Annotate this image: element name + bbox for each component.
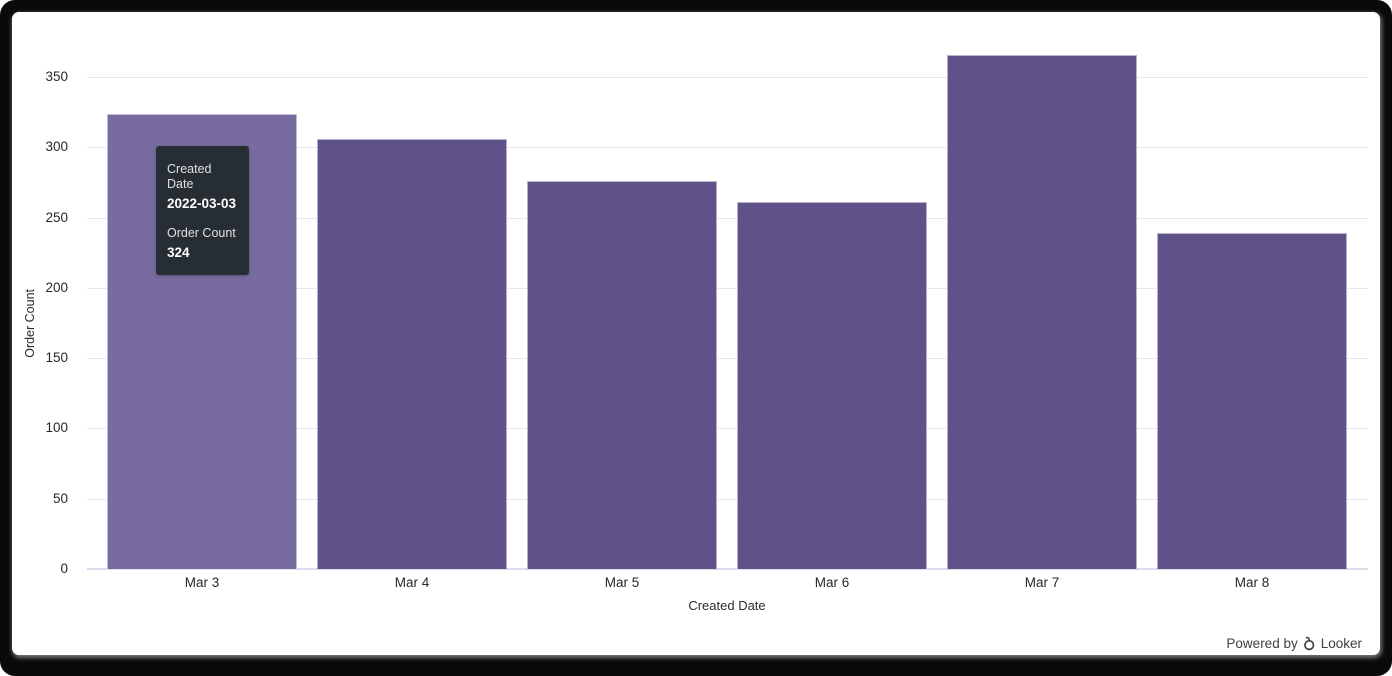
tooltip: Created Date 2022-03-03 Order Count 324 bbox=[156, 146, 249, 275]
powered-by-text: Powered by bbox=[1226, 635, 1298, 651]
x-tick-label-mar-3: Mar 3 bbox=[184, 575, 220, 590]
chart-panel: Order Count 0 50 100 150 200 250 300 350 Mar 3 Ma… bbox=[12, 12, 1380, 655]
gridline-100 bbox=[87, 428, 1368, 430]
looker-brand-text: Looker bbox=[1320, 635, 1362, 651]
gridline-200 bbox=[87, 287, 1368, 289]
tooltip-measure-value: 324 bbox=[167, 245, 190, 260]
y-tick-label-250: 250 bbox=[45, 209, 68, 225]
y-tick-label-0: 0 bbox=[60, 561, 68, 576]
gridline-250 bbox=[87, 217, 1368, 219]
x-tick-label-mar-4: Mar 4 bbox=[394, 575, 430, 590]
bar-mar-6[interactable] bbox=[737, 202, 927, 569]
gridline-50 bbox=[87, 498, 1368, 500]
bar-mar-4[interactable] bbox=[317, 138, 507, 569]
tooltip-dimension-value: 2022-03-03 bbox=[167, 196, 237, 211]
axis-label-layer: 0 50 100 150 200 250 300 350 Mar 3 Mar 4 Mar 5 Mar … bbox=[12, 12, 1380, 655]
x-tick-label-mar-8: Mar 8 bbox=[1234, 575, 1270, 590]
x-tick-label-mar-5: Mar 5 bbox=[604, 575, 640, 590]
bar-mar-8[interactable] bbox=[1157, 233, 1347, 569]
gridline-0 bbox=[87, 568, 1368, 570]
bar-mar-7[interactable] bbox=[947, 54, 1137, 569]
powered-by-looker[interactable]: Powered by Looker bbox=[1226, 634, 1362, 652]
tooltip-measure-label: Order Count bbox=[167, 226, 236, 240]
bar-mar-5[interactable] bbox=[527, 181, 717, 569]
y-tick-label-200: 200 bbox=[45, 279, 68, 295]
y-tick-label-300: 300 bbox=[45, 139, 68, 155]
bar-layer bbox=[12, 12, 1380, 655]
gridline-150 bbox=[87, 358, 1368, 360]
y-tick-label-100: 100 bbox=[45, 420, 68, 436]
gridline-300 bbox=[87, 147, 1368, 149]
y-tick-label-150: 150 bbox=[45, 350, 68, 366]
x-tick-label-mar-7: Mar 7 bbox=[1024, 575, 1060, 590]
x-axis-title: Created Date bbox=[688, 598, 766, 613]
tooltip-dimension-label: Created Date bbox=[167, 162, 212, 191]
y-tick-label-50: 50 bbox=[52, 490, 68, 506]
gridline-350 bbox=[87, 77, 1368, 78]
y-tick-label-350: 350 bbox=[45, 69, 68, 84]
x-tick-label-mar-6: Mar 6 bbox=[814, 575, 850, 590]
looker-logo-icon bbox=[1303, 636, 1315, 651]
gridline-layer bbox=[12, 12, 1380, 655]
